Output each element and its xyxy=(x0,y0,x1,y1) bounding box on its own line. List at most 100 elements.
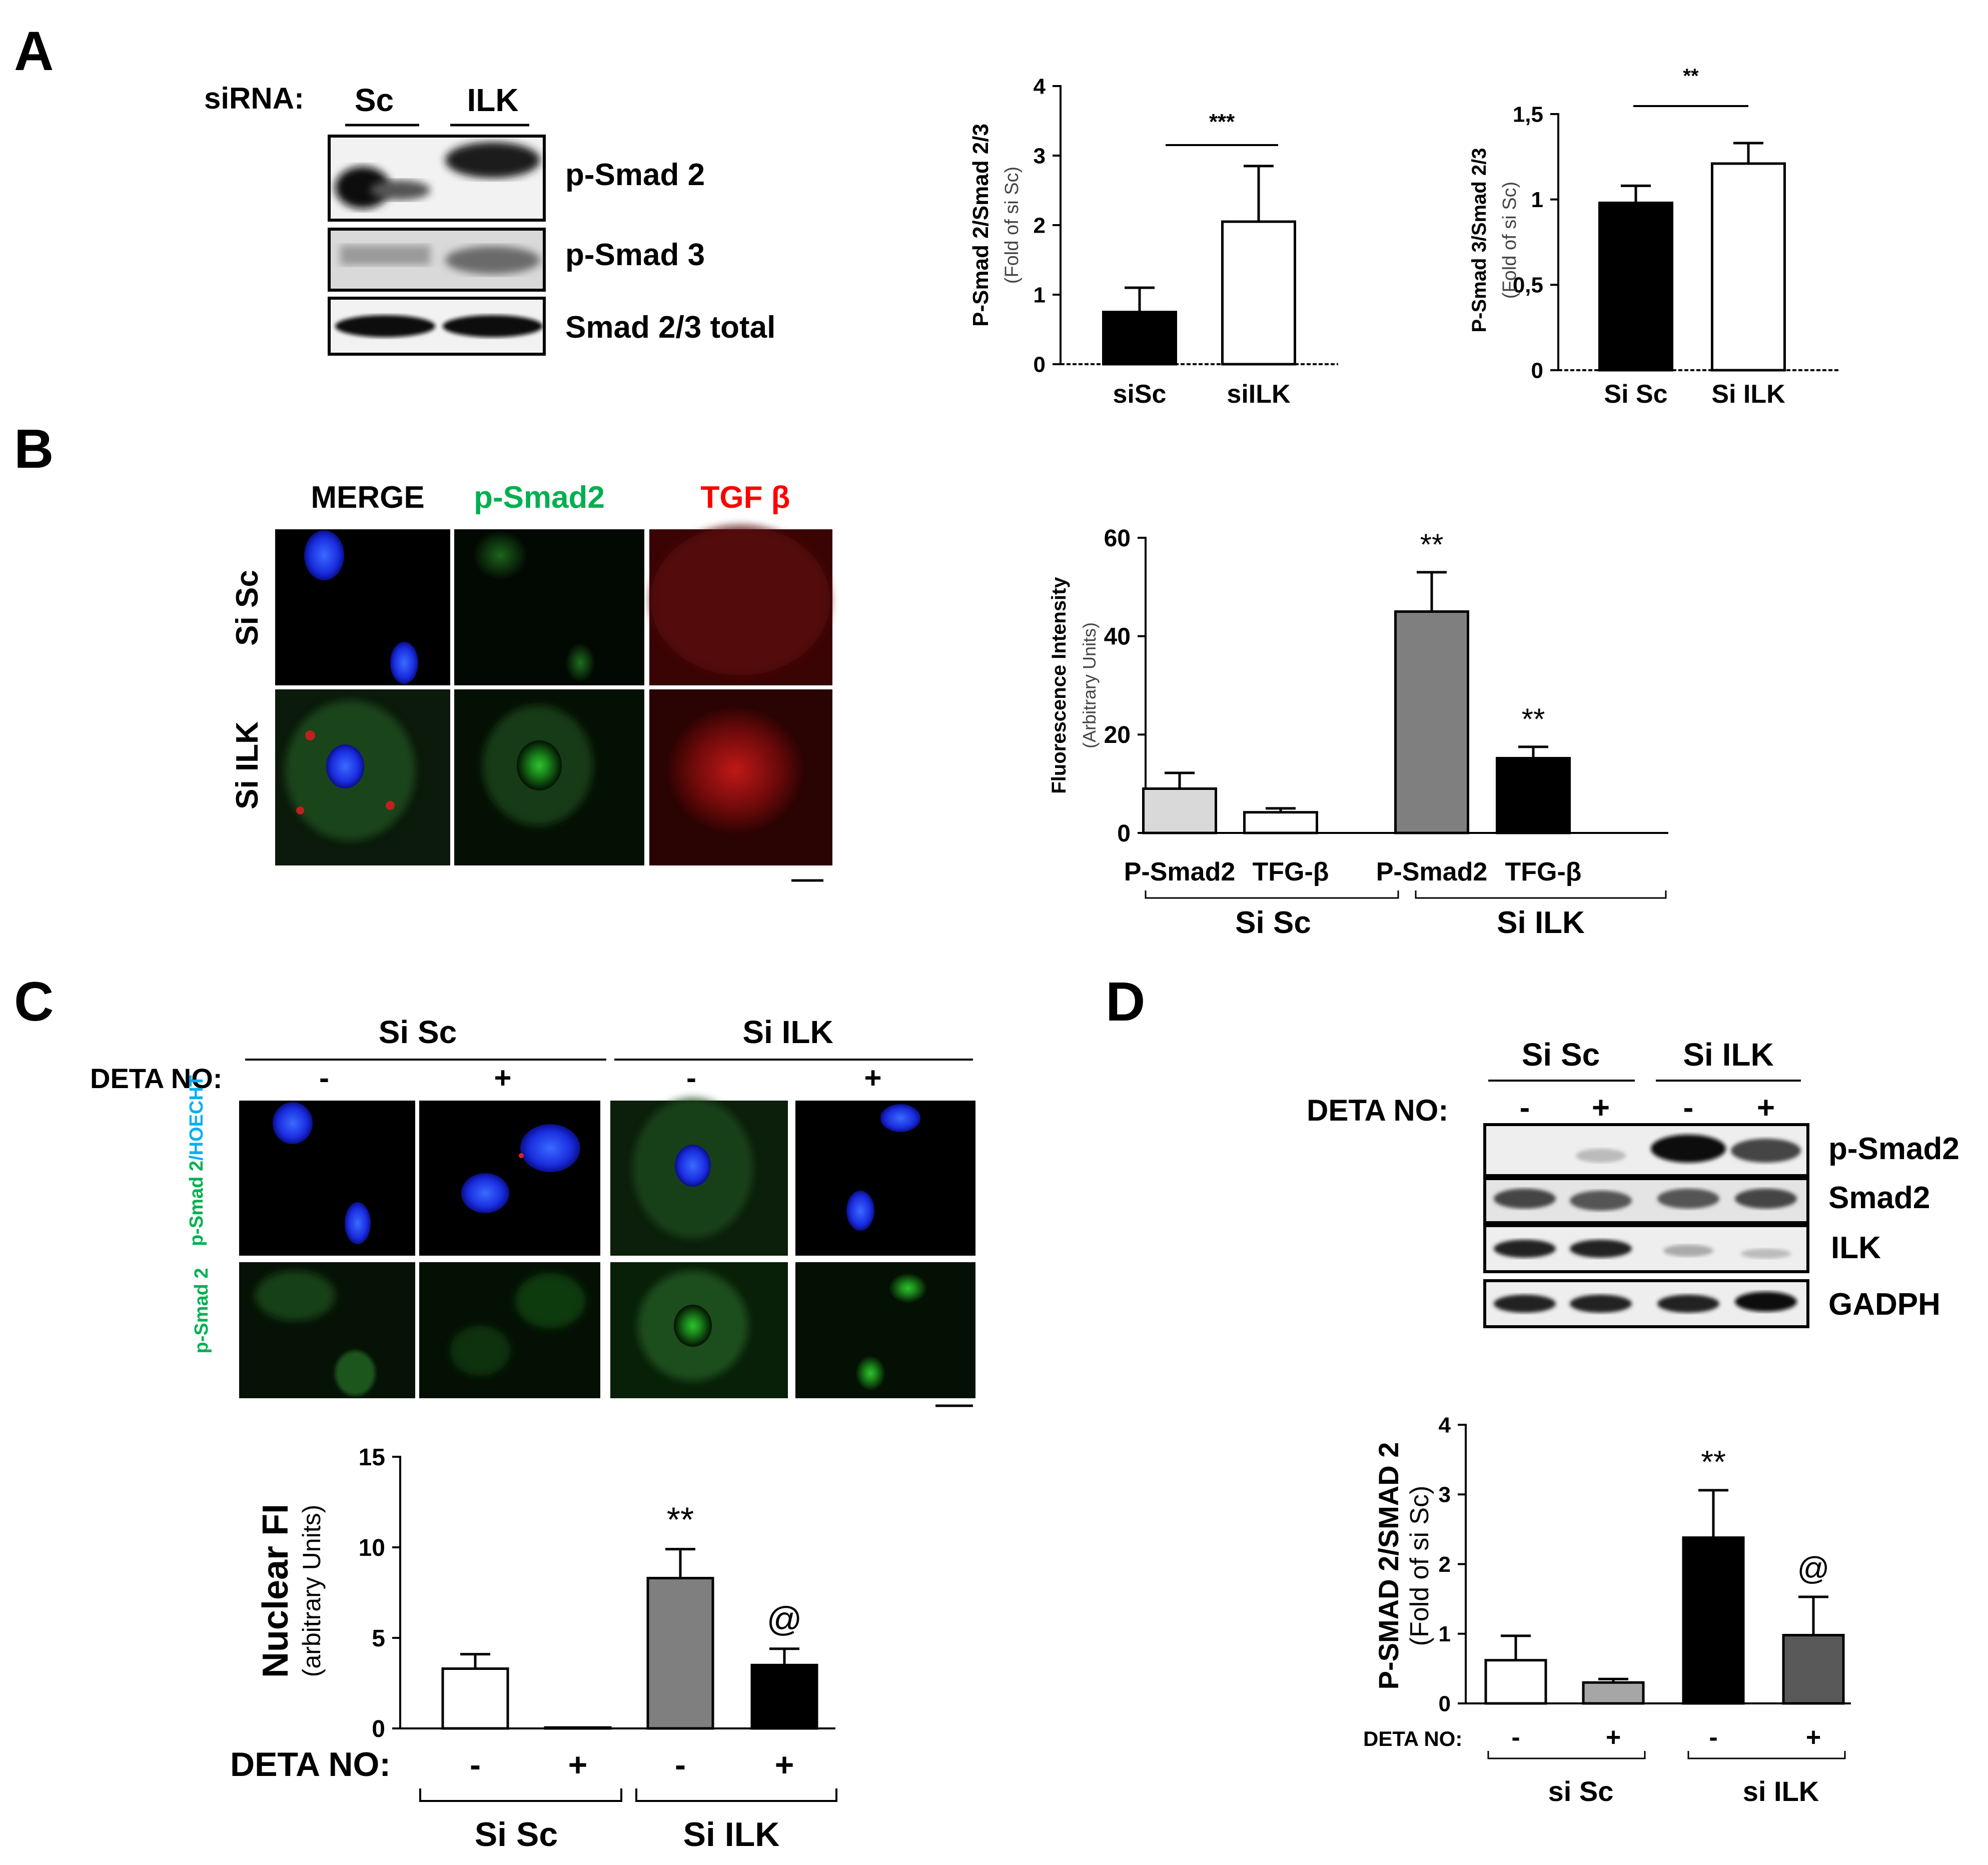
group-label-sisc: Si Sc xyxy=(379,1014,457,1050)
bar xyxy=(1394,610,1469,834)
deta-sign-d-2: - xyxy=(1683,1091,1694,1125)
category-label: Si ILK xyxy=(1711,380,1785,409)
y-axis-label: Nuclear FI xyxy=(256,1504,296,1678)
band-label-smad23: Smad 2/3 total xyxy=(565,310,775,345)
chart-c-deta-sign-2: - xyxy=(675,1746,686,1783)
bar xyxy=(1142,787,1217,834)
bar xyxy=(1221,220,1296,366)
data-label: @ xyxy=(1797,1550,1830,1586)
category-label: Si Sc xyxy=(1604,380,1667,409)
image-c-r1-0 xyxy=(239,1101,415,1256)
category-label: TFG-β xyxy=(1252,857,1329,886)
deta-sign-d-3: + xyxy=(1757,1091,1775,1125)
bar xyxy=(646,1577,714,1730)
category-label: P-Smad2 xyxy=(1376,857,1488,886)
lane-label-ilk: ILK xyxy=(467,82,518,118)
col-label-psmad2: p-Smad2 xyxy=(474,480,605,515)
deta-label-c: DETA NO: xyxy=(90,1063,222,1094)
panel-letter-b: B xyxy=(14,418,54,480)
bar xyxy=(1782,1634,1845,1705)
y-tick-label: 2 xyxy=(1439,1552,1451,1577)
category-label: TFG-β xyxy=(1505,857,1581,886)
data-label: ** xyxy=(1701,1444,1726,1480)
chart-a1: 0 1 2 3 4 siSc siILK *** P-Smad 2/Smad 2/3 (Fold … xyxy=(968,74,1338,409)
blot-a: siRNA: Sc ILK p-Smad 2 p-Smad 3 Smad 2/3… xyxy=(204,82,775,356)
chart-d-deta-sign-1: + xyxy=(1606,1723,1621,1752)
y-tick-label: 4 xyxy=(1034,74,1046,99)
group-label-d-sisc: Si Sc xyxy=(1522,1037,1600,1073)
bar xyxy=(1711,162,1786,372)
panel-letter-a: A xyxy=(14,21,54,82)
y-tick-label: 0 xyxy=(1439,1691,1451,1716)
row-label-siilk: Si ILK xyxy=(230,721,265,809)
y-tick-label: 10 xyxy=(359,1535,385,1561)
y-axis-label: P-SMAD 2/SMAD 2 xyxy=(1373,1442,1404,1690)
bar xyxy=(1496,757,1571,834)
data-label: @ xyxy=(766,1600,802,1639)
lane-label-sc: Sc xyxy=(355,82,394,118)
col-label-merge: MERGE xyxy=(311,480,424,515)
chart-a2: 0 0,5 1 1,5 Si Sc Si ILK ** P-Smad 3/Smad 2/3 (F… xyxy=(1468,65,1838,409)
y-tick-label: 1 xyxy=(1034,283,1046,307)
row-label-sisc: Si Sc xyxy=(230,570,265,646)
chart-d-deta-sign-2: - xyxy=(1709,1723,1717,1752)
row-label-c-green: p-Smad 2 xyxy=(186,1161,207,1246)
y-tick-label: 20 xyxy=(1104,722,1131,748)
y-axis-sublabel: (Fold of si Sc) xyxy=(1002,167,1023,284)
chart-d-axis-annotations: DETA NO: - + - + si Sc si ILK xyxy=(1363,1723,1846,1807)
bar xyxy=(1102,311,1177,366)
chart-c-axis-annotations: DETA NO: - + - + Si Sc Si ILK xyxy=(230,1745,837,1853)
sirna-label: siRNA: xyxy=(204,82,304,115)
chart-b: 0 20 40 60 ** ** P-Smad2 TFG-β P-Smad2 TFG-β Si Sc… xyxy=(1048,525,1668,940)
group-label-siilk: Si ILK xyxy=(742,1014,833,1050)
group-label-d-siilk: Si ILK xyxy=(1683,1037,1773,1073)
y-tick-label: 3 xyxy=(1034,144,1046,168)
y-tick-label: 4 xyxy=(1439,1413,1451,1437)
y-axis-label: Fluorescence Intensity xyxy=(1048,577,1070,794)
col-label-tgfb: TGF β xyxy=(700,480,790,515)
y-tick-label: 0,5 xyxy=(1513,273,1543,298)
deta-sign-c-1: + xyxy=(494,1061,511,1095)
svg-text:p-Smad 2/HOECHT: p-Smad 2/HOECHT xyxy=(186,1075,207,1246)
deta-sign-c-3: + xyxy=(864,1061,881,1095)
chart-c-deta-label: DETA NO: xyxy=(230,1745,391,1783)
chart-d: 0 1 2 3 4 ** @ P-SMAD 2/SMAD 2 (Fold of si Sc) xyxy=(1373,1413,1851,1716)
y-tick-label: 60 xyxy=(1104,525,1131,552)
image-c-r2-3 xyxy=(795,1262,975,1398)
y-axis-sublabel: (Fold of si Sc) xyxy=(1499,182,1520,299)
chart-d-deta-sign-0: - xyxy=(1511,1723,1520,1752)
data-label: ** xyxy=(667,1500,694,1539)
band-label-d-ilk: ILK xyxy=(1831,1231,1881,1265)
y-tick-label: 0 xyxy=(372,1716,385,1742)
bar xyxy=(1243,811,1318,834)
image-c-r1-1 xyxy=(419,1101,600,1256)
micrograph-grid-b: MERGE p-Smad2 TGF β Si Sc Si ILK xyxy=(230,480,832,882)
bar xyxy=(441,1667,509,1730)
category-label: P-Smad2 xyxy=(1124,857,1236,886)
bar xyxy=(1582,1681,1645,1705)
chart-d-group-siilk: si ILK xyxy=(1743,1775,1819,1807)
row-label-c-blue: /HOECHT xyxy=(186,1075,207,1161)
chart-c-deta-sign-0: - xyxy=(470,1746,481,1783)
bar xyxy=(544,1726,612,1730)
deta-sign-c-2: - xyxy=(686,1061,696,1095)
chart-c: 0 5 10 15 ** @ Nuclear FI (arbitrary Units) xyxy=(256,1444,835,1742)
y-tick-label: 2 xyxy=(1034,213,1046,238)
y-tick-label: 3 xyxy=(1439,1483,1451,1507)
chart-c-group-sisc: Si Sc xyxy=(475,1815,558,1853)
deta-sign-d-0: - xyxy=(1520,1091,1530,1125)
deta-sign-c-0: - xyxy=(319,1061,329,1095)
band-label-d-gadph: GADPH xyxy=(1828,1287,1940,1322)
significance-label: ** xyxy=(1683,65,1699,87)
band-label-psmad3: p-Smad 3 xyxy=(565,238,705,272)
bar xyxy=(1598,201,1673,372)
bar xyxy=(750,1663,818,1730)
image-merge-sisc xyxy=(275,529,450,685)
chart-d-deta-label: DETA NO: xyxy=(1363,1727,1462,1750)
y-tick-label: 0 xyxy=(1531,358,1543,383)
chart-d-deta-sign-3: + xyxy=(1806,1723,1821,1752)
blot-d: Si Sc Si ILK DETA NO: - + - + p-Smad2 Sm… xyxy=(1307,1037,1959,1328)
micrograph-grid-c: Si Sc Si ILK DETA NO: - + - + p-Smad 2/H… xyxy=(90,1014,975,1407)
row-label-c-row2: p-Smad 2 xyxy=(191,1268,212,1353)
